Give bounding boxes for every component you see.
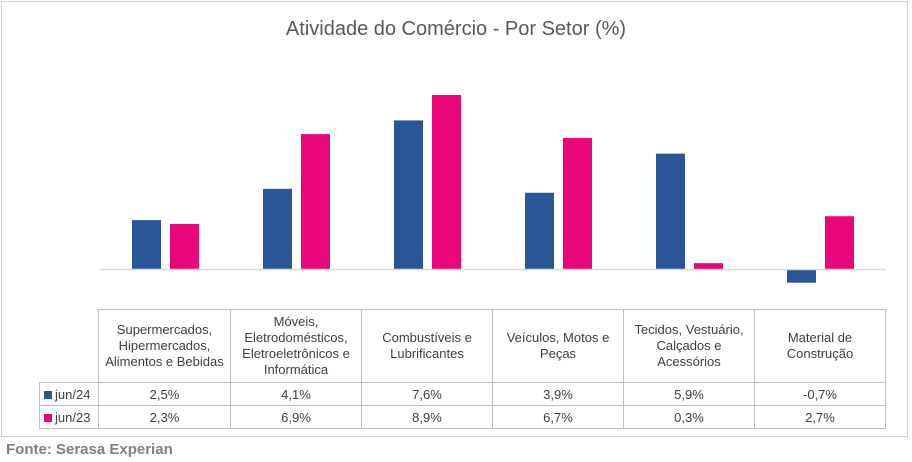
category-row: Supermercados, Hipermercados, Alimentos e … (39, 309, 886, 383)
category-label-2: Combustíveis e Lubrificantes (361, 309, 493, 383)
bar-jun23-5 (825, 216, 854, 269)
bar-plot (100, 95, 886, 283)
value-cell: 2,7% (754, 405, 886, 429)
legend-swatch (44, 413, 52, 422)
bar-jun24-2 (394, 120, 423, 269)
bar-jun23-3 (563, 138, 592, 269)
bar-jun23-4 (694, 263, 723, 269)
value-cell: 8,9% (361, 405, 493, 429)
value-cell: 2,3% (98, 405, 231, 429)
data-table: Supermercados, Hipermercados, Alimentos e … (39, 309, 886, 429)
value-cell: 5,9% (623, 382, 755, 406)
category-label-5: Material de Construção (754, 309, 886, 383)
category-label-3: Veículos, Motos e Peças (492, 309, 624, 383)
value-cell: 7,6% (361, 382, 493, 406)
value-cell: -0,7% (754, 382, 886, 406)
series-name: jun/24 (55, 386, 91, 402)
bar-jun24-1 (263, 188, 292, 269)
bar-jun24-0 (132, 220, 161, 269)
value-cell: 3,9% (492, 382, 624, 406)
chart-title: Atividade do Comércio - Por Setor (%) (285, 18, 627, 40)
value-cell: 0,3% (623, 405, 755, 429)
value-cell: 2,5% (98, 382, 231, 406)
category-label-4: Tecidos, Vestuário, Calçados e Acessórios (623, 309, 755, 383)
series-row-jun24: jun/24 2,5% 4,1% 7,6% 3,9% 5,9% -0,7% (39, 382, 886, 406)
bar-jun24-3 (525, 192, 554, 269)
table-corner (39, 309, 99, 383)
value-cell: 6,7% (492, 405, 624, 429)
bar-jun24-5 (787, 269, 816, 283)
bar-jun23-2 (432, 95, 461, 269)
legend-key: jun/24 (39, 382, 99, 406)
category-label-1: Móveis, Eletrodomésticos, Eletroeletrônico… (230, 309, 362, 383)
value-cell: 4,1% (230, 382, 362, 406)
bar-jun23-0 (170, 224, 199, 269)
bar-jun23-1 (301, 134, 330, 269)
bar-jun24-4 (656, 153, 685, 269)
legend-swatch (44, 390, 52, 399)
legend-key: jun/23 (39, 405, 99, 429)
source-note: Fonte: Serasa Experian (6, 441, 173, 458)
category-label-0: Supermercados, Hipermercados, Alimentos e … (98, 309, 231, 383)
series-name: jun/23 (55, 409, 91, 425)
value-cell: 6,9% (230, 405, 362, 429)
series-row-jun23: jun/23 2,3% 6,9% 8,9% 6,7% 0,3% 2,7% (39, 405, 886, 429)
